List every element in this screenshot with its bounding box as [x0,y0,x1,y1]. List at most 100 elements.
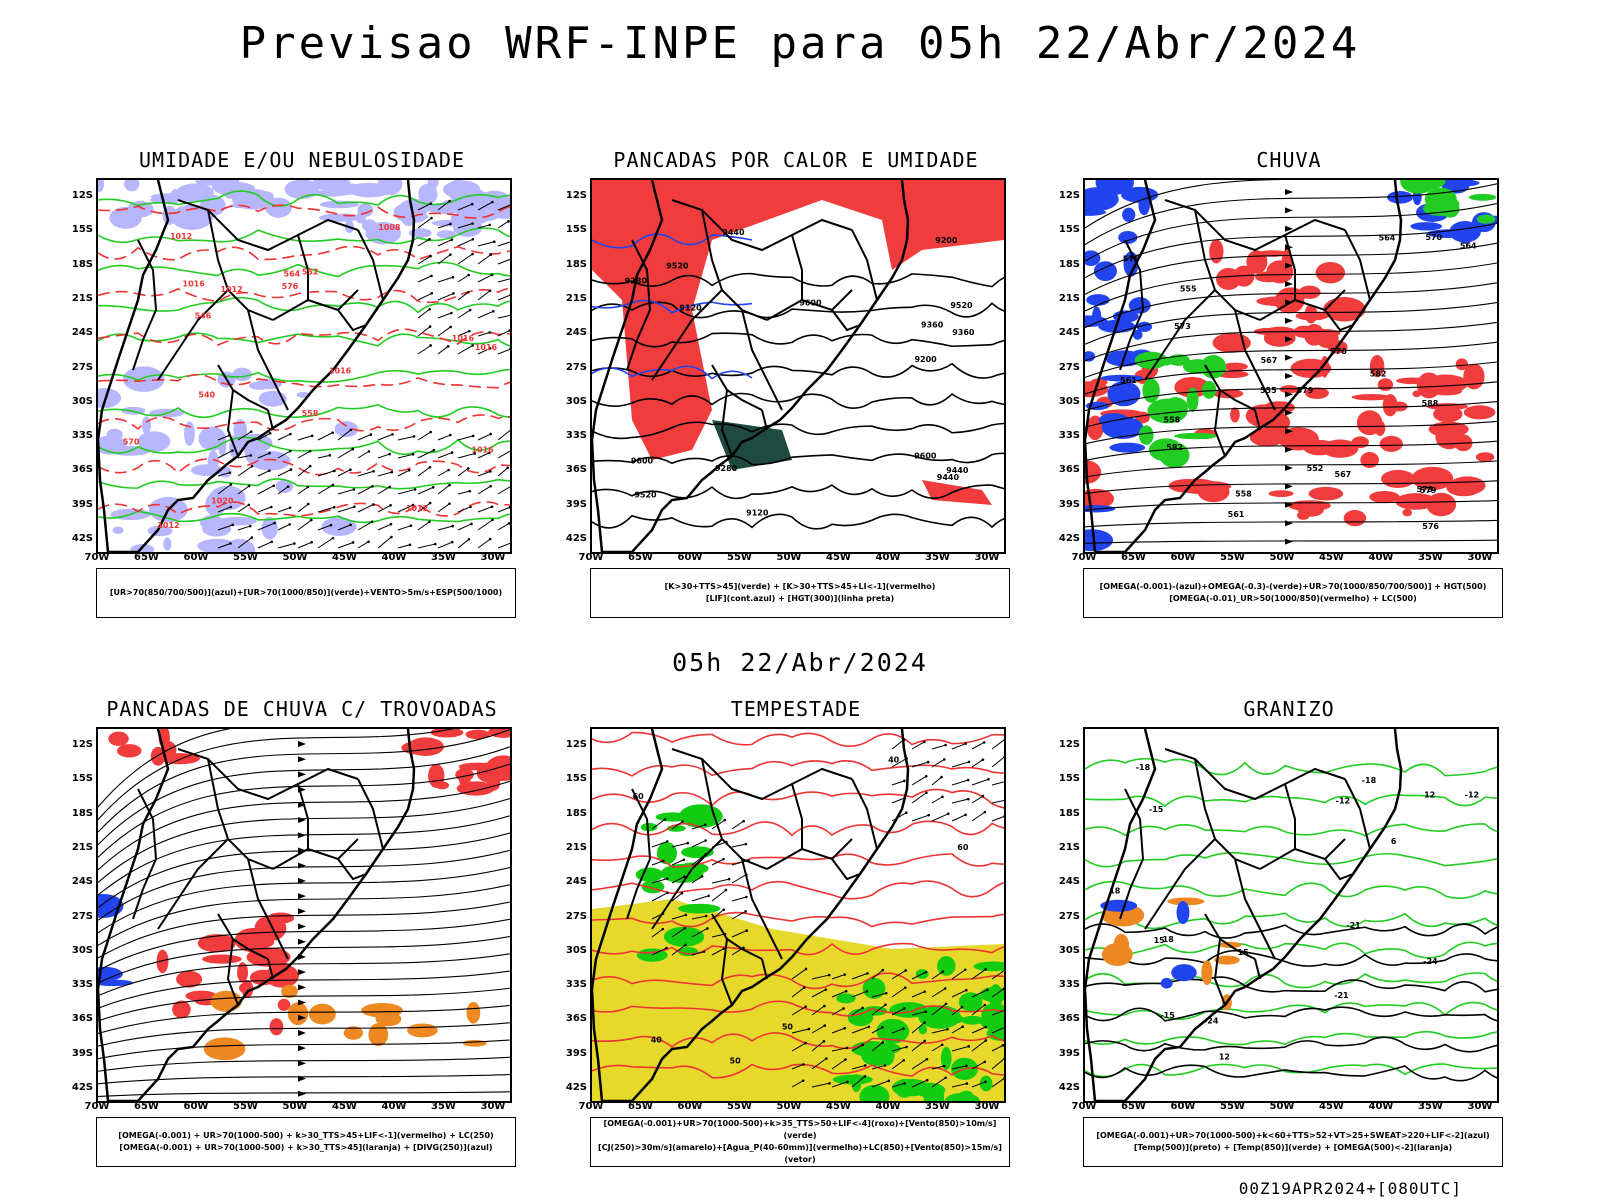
shaded-area [377,180,403,196]
streamline [98,1073,510,1085]
wind-vector [911,741,925,750]
wind-vector-head [471,434,475,438]
lon-tick-label: 60W [183,1101,209,1112]
shaded-area [1262,326,1298,340]
wind-vector-head [684,913,688,917]
wind-vector [437,434,451,441]
lat-tick-label: 18S [565,807,587,819]
wind-vector-head [804,1005,807,1008]
lon-tick-label: 55W [233,1101,258,1112]
wind-vector [437,312,452,319]
wind-vector-head [229,542,232,545]
wind-vector-head [844,989,848,993]
wind-vector-head [428,237,431,241]
wind-vector [691,840,706,848]
contour-label: 564 [284,269,301,278]
lon-tick-label: 55W [727,552,752,563]
shaded-area [150,193,195,201]
streamline [98,797,510,883]
forecast-map: 9600 9520 9440 9600 9520 9440 9360 9280 9200 9120… [592,180,1004,552]
wind-vector [457,453,475,459]
shaded-area [436,230,456,239]
shaded-area [1379,435,1403,452]
lat-tick-label: 15S [1058,224,1080,236]
shaded-area [1174,432,1217,440]
wind-vector-head [704,839,707,842]
wind-vector [437,503,450,513]
lon-tick-label: 55W [233,552,258,563]
contour-line [592,942,1004,956]
wind-vector-head [466,467,470,470]
wind-vector [477,347,491,355]
wind-vector-head [802,1063,805,1066]
panel-legend: [OMEGA(-0.001)-(azul)+OMEGA(-0.3)-(verde… [1083,568,1503,618]
shaded-area [393,202,423,222]
shaded-area [241,980,254,998]
wind-vector-head [940,775,943,779]
wind-vector [277,543,295,549]
wind-vector [477,452,490,459]
wind-vector [891,1059,905,1070]
contour-line [98,227,510,245]
contour-line [592,301,1004,319]
wind-vector [437,254,451,265]
streamline-arrow [298,1075,306,1082]
lat-tick-label: 12S [71,190,93,201]
contour-label: 18 [1163,935,1175,944]
panel-title: TEMPESTADE [730,697,862,721]
contour-label: 570 [123,438,140,447]
wind-vector [711,858,724,866]
wind-vector-head [268,469,271,472]
contour-line [592,299,753,314]
wind-vector [711,948,724,956]
lon-tick-label: 40W [381,552,407,563]
streamline-arrow [298,1045,306,1052]
wind-vector-head [428,520,431,524]
country-border [1254,958,1261,980]
wind-vector [277,450,291,459]
wind-vector [417,326,431,337]
contour-label: -21 [1346,921,1361,930]
wind-vector-head [861,1006,864,1010]
shaded-area [361,1003,403,1018]
wind-vector-head [430,291,434,295]
wind-vector-head [490,273,494,277]
wind-vector-head [448,199,451,203]
lat-tick-label: 15S [1058,773,1080,785]
wind-vector [217,472,230,477]
contour-label: 1016 [183,279,206,288]
streamline-arrow [1285,225,1293,232]
wind-vector [497,330,510,337]
lat-tick-label: 15S [565,224,587,236]
contour-label: 546 [195,311,212,320]
lat-tick-label: 39S [1058,1047,1080,1059]
wind-vector [811,989,827,998]
wind-vector-head [965,1082,969,1085]
wind-vector-head [884,991,888,995]
lat-tick-label: 30S [1058,944,1080,956]
shaded-area [1183,359,1213,375]
shaded-area [209,485,246,511]
wind-vector [811,1058,827,1070]
wind-vector [417,502,431,513]
shaded-area [184,421,195,446]
shaded-area [109,206,142,229]
shaded-area [1433,405,1463,423]
panel-legend: [K>30+TTS>45](verde) + [K>30+TTS>45+LI<-… [590,568,1010,618]
wind-vector [851,990,868,998]
shaded-area [334,421,359,438]
streamline-arrow [1285,391,1293,398]
wind-vector-head [471,222,474,225]
contour-line [1085,976,1497,993]
shaded-area [1230,407,1240,423]
wind-vector-head [250,536,254,539]
lat-tick-label: 21S [71,292,93,304]
wind-vector-head [967,760,971,764]
wind-vector [457,467,469,477]
wind-vector-head [680,891,684,895]
lat-tick-label: 30S [565,395,587,407]
lon-tick-label: 70W [84,552,110,563]
wind-vector-head [469,505,472,509]
country-border [791,234,803,300]
wind-vector-head [942,758,946,761]
